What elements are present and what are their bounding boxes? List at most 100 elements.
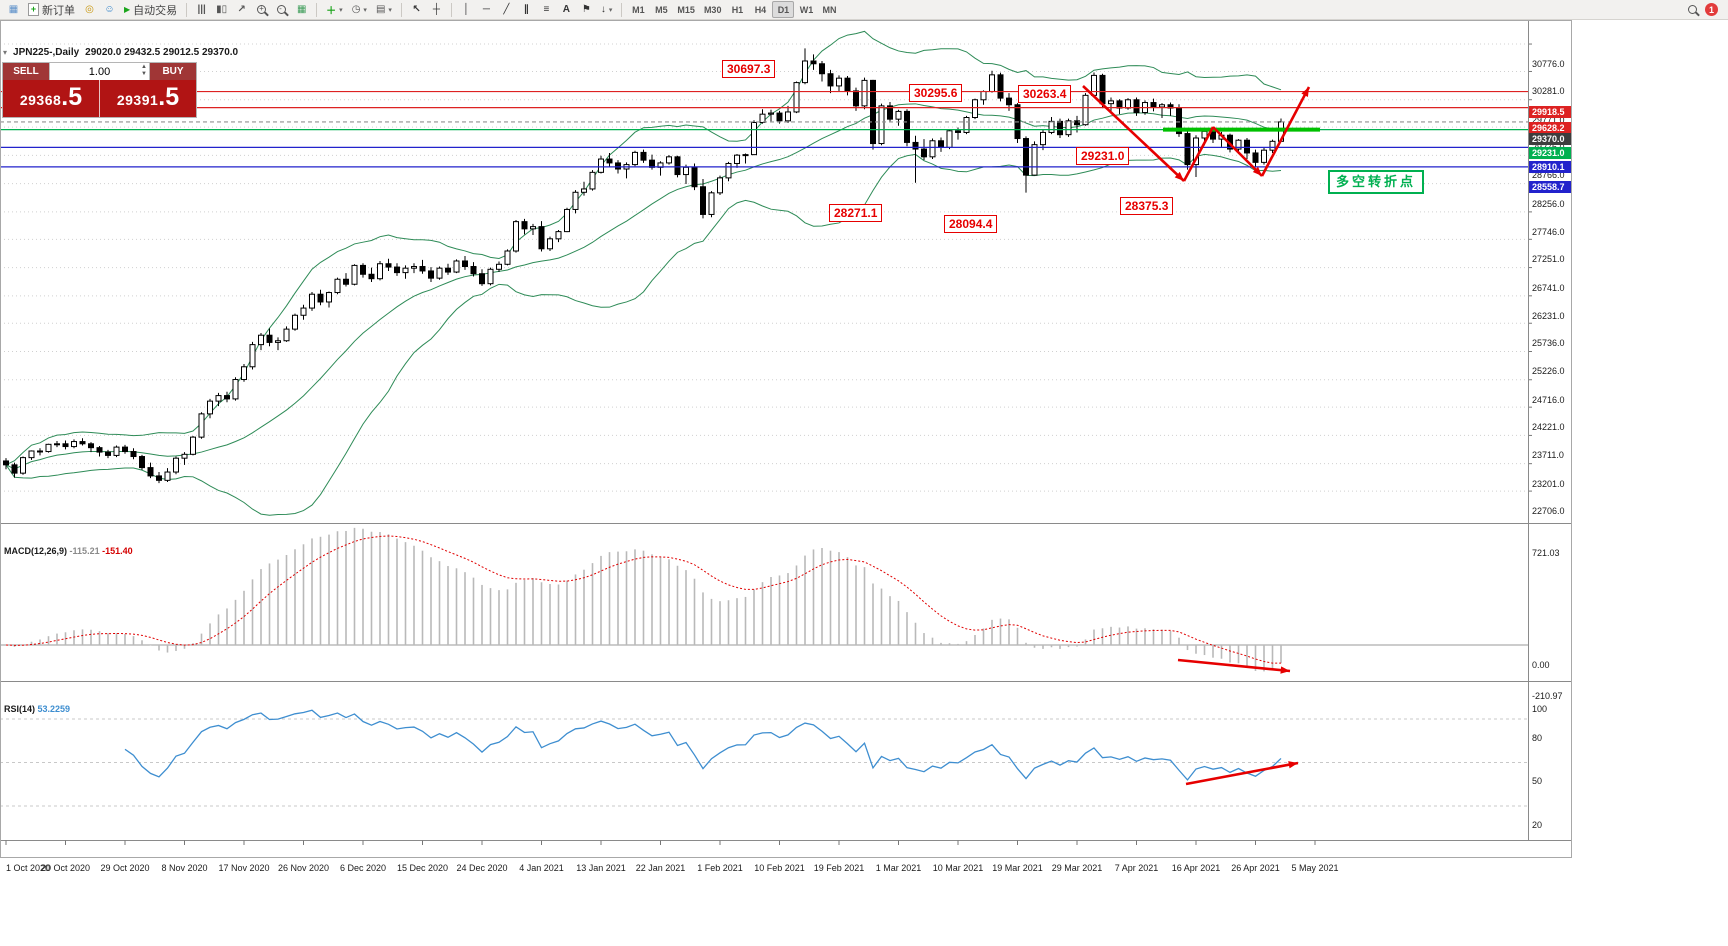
date-axis-label: 4 Jan 2021: [519, 863, 564, 873]
date-axis-label: 10 Feb 2021: [754, 863, 805, 873]
dropdown-caret-icon: ▾: [608, 6, 613, 14]
toolbar-separator: [621, 2, 623, 17]
line-chart-icon[interactable]: ↗: [232, 1, 251, 18]
price-axis-label: 24221.0: [1532, 422, 1565, 433]
volume-spinner-icon[interactable]: ▲ ▼: [141, 64, 147, 77]
toolbar-separator: [450, 2, 452, 17]
date-axis-label: 22 Jan 2021: [635, 863, 686, 873]
date-axis-label: 26 Nov 2020: [277, 863, 330, 873]
periods-icon[interactable]: ◷ ▾: [348, 1, 371, 18]
indicators-icon[interactable]: ＋ ▾: [322, 1, 347, 18]
crosshair-icon[interactable]: ┼: [427, 1, 446, 18]
profile-icon: ☺: [104, 4, 115, 15]
timeframe-d1-button[interactable]: D1: [772, 1, 795, 18]
cursor-icon: ↖: [412, 4, 421, 15]
date-axis-label: 26 Apr 2021: [1231, 863, 1280, 873]
cursor-icon[interactable]: ↖: [407, 1, 426, 18]
price-axis-label: 30281.0: [1532, 86, 1565, 97]
macd-axis-label: 0.00: [1532, 660, 1550, 670]
timeframe-m1-button[interactable]: M1: [632, 4, 645, 15]
date-axis-label: 1 Oct 2020: [5, 863, 51, 873]
price-axis-label: 22706.0: [1532, 506, 1565, 517]
date-axis-label: 15 Dec 2020: [396, 863, 449, 873]
timeframe-m5-button[interactable]: M5: [655, 4, 668, 15]
terminal-chart-icon: ▦: [8, 4, 19, 15]
candlestick-chart-icon: ▮▯: [216, 4, 228, 15]
date-axis-label: 6 Dec 2020: [339, 863, 387, 873]
price-axis-label: 25736.0: [1532, 338, 1565, 349]
terminal-chart-icon[interactable]: ▦: [4, 1, 23, 18]
price-axis-label: 28256.0: [1532, 198, 1565, 209]
horizontal-line-icon: ─: [482, 4, 490, 15]
timeframe-h4-button[interactable]: H4: [754, 4, 767, 15]
funds-icon[interactable]: ◎: [80, 1, 99, 18]
chart-title: ▾ JPN225-,Daily 29020.0 29432.5 29012.5 …: [3, 47, 238, 58]
bollinger-band-line: [5, 30, 1282, 466]
timeframe-m30-button[interactable]: M30: [703, 4, 722, 15]
timeframe-m15-button[interactable]: M15: [677, 4, 695, 15]
equidistant-channel-icon[interactable]: ∥: [517, 1, 536, 18]
date-axis-label: 20 Oct 2020: [40, 863, 91, 873]
ohlc-label: 29020.0 29432.5 29012.5 29370.0: [85, 47, 239, 58]
buy-price-button[interactable]: 29391 .5: [100, 80, 196, 117]
candlestick-chart-icon[interactable]: ▮▯: [212, 1, 231, 18]
date-axis-label: 7 Apr 2021: [1114, 863, 1159, 873]
sell-button[interactable]: SELL: [3, 63, 49, 80]
timeframe-w1-button[interactable]: W1: [799, 4, 814, 15]
timeframe-h1-button[interactable]: H1: [731, 4, 744, 15]
volume-input[interactable]: 1.00 ▲ ▼: [49, 63, 150, 80]
rsi-axis-label: 20: [1532, 820, 1543, 830]
price-annotation: 30295.6: [909, 84, 963, 102]
date-axis-label: 8 Nov 2020: [161, 863, 208, 873]
date-axis-label: 19 Feb 2021: [813, 863, 865, 873]
price-tag: 29628.2: [1529, 121, 1571, 134]
trendline-icon[interactable]: ╱: [497, 1, 516, 18]
date-axis-label: 13 Jan 2021: [576, 863, 626, 873]
macd-name: MACD(12,26,9): [4, 546, 68, 556]
date-axis-label: 29 Mar 2021: [1051, 863, 1103, 873]
toolbar: ▦ + 新订单 ◎ ☺ ▶ 自动交易 ||| ▮▯ ↗ + - ▦ ＋ ▾ ◷ ▾ ▤ ▾ ↖ ┼ │ ─ ╱ ∥ ≡ A ⚑ ↓ ▾ M1…: [0, 0, 1728, 20]
text-icon: A: [562, 4, 571, 15]
text-label-icon[interactable]: ⚑: [577, 1, 596, 18]
trend-arrow: [1082, 85, 1185, 182]
templates-icon[interactable]: ▤ ▾: [372, 1, 396, 18]
trend-arrow: [1182, 126, 1215, 182]
horizontal-line-icon[interactable]: ─: [477, 1, 496, 18]
macd-label: MACD(12,26,9) -115.21 -151.40: [4, 546, 133, 556]
macd-main-value: -115.21: [69, 546, 100, 556]
vertical-line-icon: │: [463, 4, 470, 15]
text-icon[interactable]: A: [557, 1, 576, 18]
rsi-axis-label: 100: [1532, 704, 1548, 714]
timeframe-mn-button[interactable]: MN: [822, 4, 837, 15]
one-click-collapse-button[interactable]: ▾: [3, 48, 8, 57]
notification-badge[interactable]: 1: [1705, 3, 1718, 16]
arrange-windows-icon[interactable]: ▦: [292, 1, 311, 18]
vertical-line-icon[interactable]: │: [457, 1, 476, 18]
price-axis-label: 29771.0: [1532, 114, 1565, 125]
date-axis-label: 1 Feb 2021: [697, 863, 743, 873]
price-tag: 28558.7: [1529, 180, 1571, 193]
autotrading-button[interactable]: ▶ 自动交易: [120, 1, 181, 18]
toolbar-separator: [186, 2, 188, 17]
dropdown-caret-icon: ▾: [363, 6, 367, 14]
bar-chart-icon[interactable]: |||: [192, 1, 211, 18]
zoom-in-icon[interactable]: +: [252, 1, 271, 18]
profile-icon[interactable]: ☺: [100, 1, 119, 18]
date-axis-label: 5 May 2021: [1291, 863, 1339, 873]
toolbar-separator: [316, 2, 318, 17]
sell-price-pips: .5: [61, 83, 83, 111]
price-axis-label: 23711.0: [1532, 450, 1564, 461]
date-axis-label: 29 Oct 2020: [100, 863, 150, 873]
line-chart-icon: ↗: [237, 4, 246, 15]
fibonacci-icon[interactable]: ≡: [537, 1, 556, 18]
zoom-out-icon: -: [277, 4, 287, 14]
new-order-button[interactable]: + 新订单: [24, 1, 79, 18]
search-icon[interactable]: [1688, 1, 1697, 19]
buy-button[interactable]: BUY: [150, 63, 196, 80]
arrows-icon[interactable]: ↓ ▾: [597, 1, 617, 18]
sell-price-button[interactable]: 29368 .5: [3, 80, 100, 117]
fibonacci-icon: ≡: [543, 4, 550, 15]
crosshair-icon: ┼: [432, 4, 440, 15]
chart-canvas[interactable]: [0, 20, 1572, 858]
zoom-out-icon[interactable]: -: [272, 1, 291, 18]
